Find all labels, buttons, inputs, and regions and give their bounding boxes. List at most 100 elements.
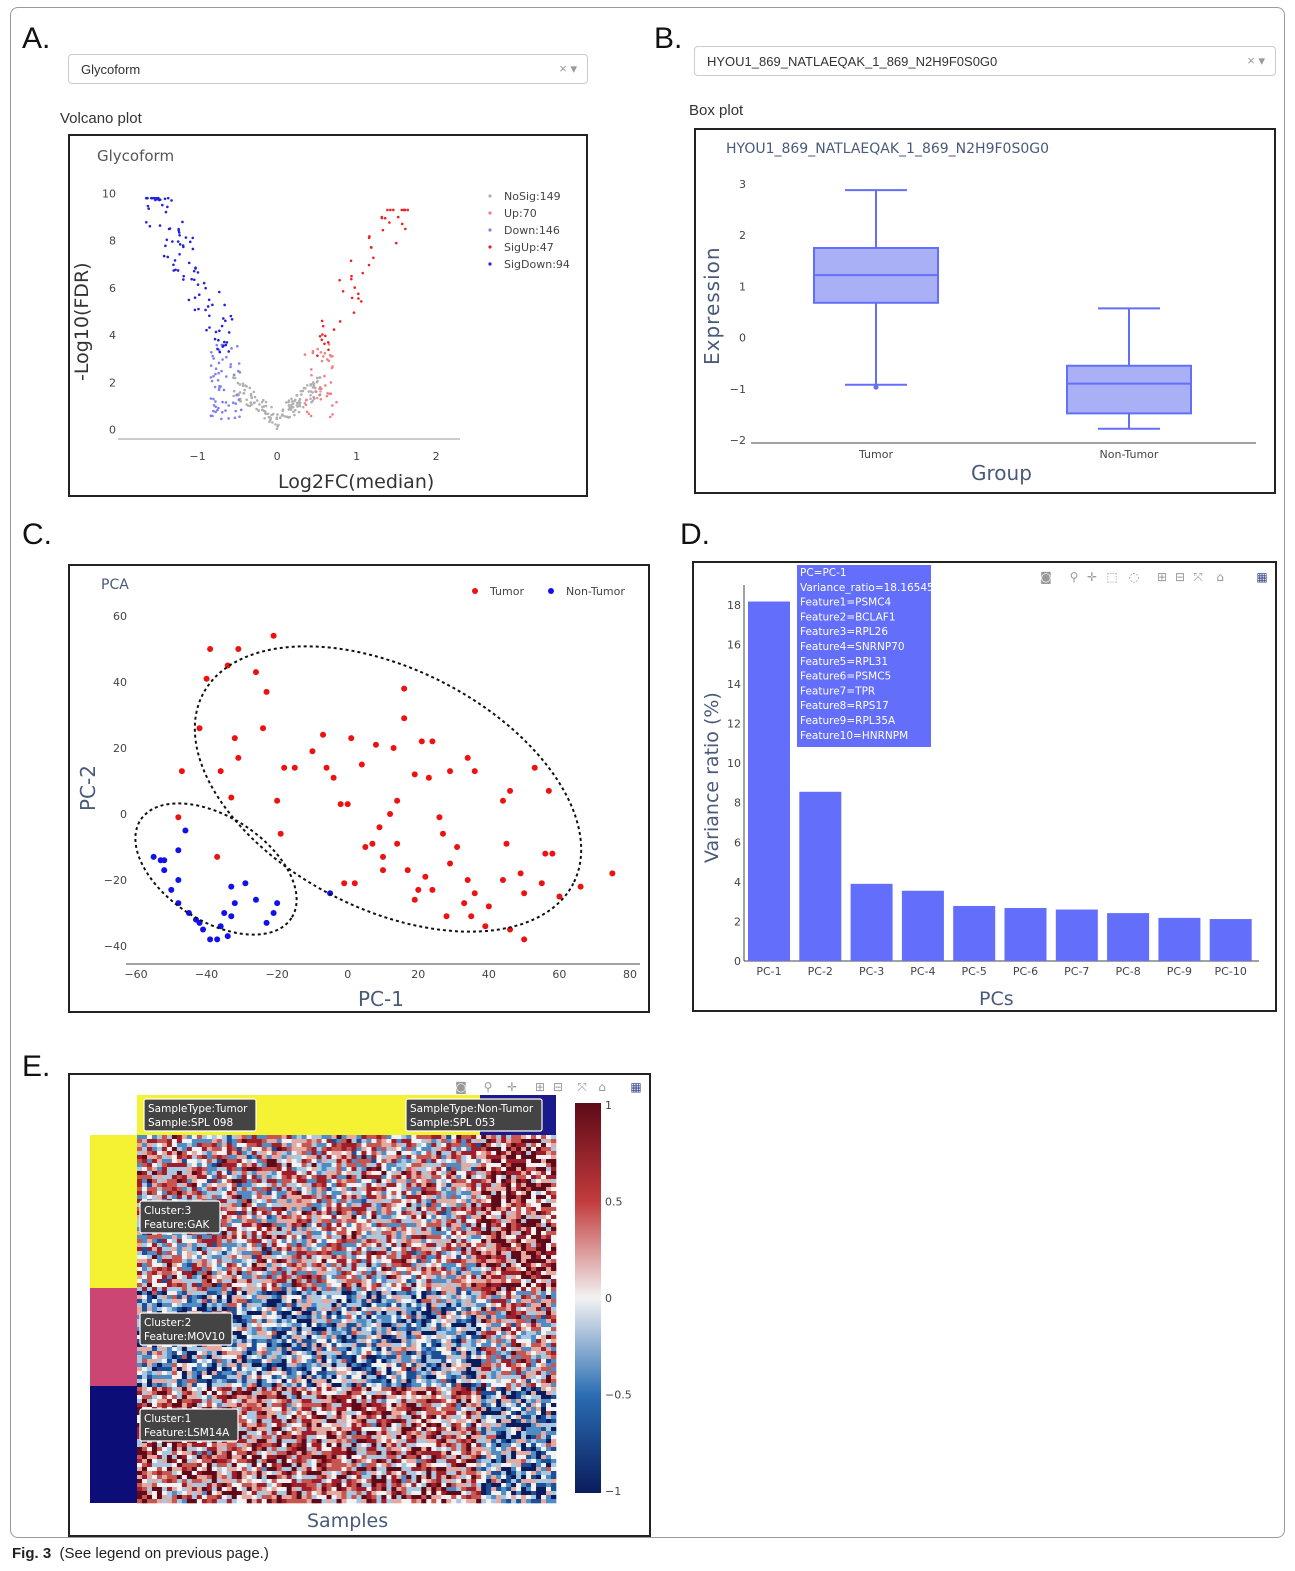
- tumor-point[interactable]: [348, 735, 355, 742]
- tumor-point[interactable]: [228, 794, 235, 801]
- tumor-point[interactable]: [425, 774, 432, 781]
- tumor-point[interactable]: [503, 840, 510, 847]
- tumor-point[interactable]: [415, 886, 422, 893]
- tumor-point[interactable]: [447, 768, 454, 775]
- lasso-icon[interactable]: ◌: [1129, 570, 1139, 584]
- heatmap-toolbar[interactable]: ◙ ⚲ ✛ ⊞ ⊟ ⤧ ⌂ ▦: [455, 1080, 642, 1094]
- tumor-point[interactable]: [260, 725, 267, 732]
- tumor-point[interactable]: [411, 771, 418, 778]
- nontumor-point[interactable]: [161, 867, 168, 874]
- tumor-point[interactable]: [404, 867, 411, 874]
- nontumor-point[interactable]: [270, 910, 277, 916]
- camera-icon[interactable]: ◙: [455, 1080, 467, 1094]
- variance-bar[interactable]: [1209, 919, 1252, 961]
- tumor-point[interactable]: [175, 814, 182, 821]
- tumor-point[interactable]: [235, 754, 242, 761]
- autoscale-icon[interactable]: ⤧: [1193, 570, 1203, 584]
- tumor-point[interactable]: [263, 688, 270, 695]
- tumor-point[interactable]: [380, 853, 386, 860]
- tumor-point[interactable]: [471, 768, 478, 775]
- variance-bar[interactable]: [799, 791, 842, 961]
- tumor-point[interactable]: [323, 764, 330, 771]
- tumor-point[interactable]: [231, 735, 238, 742]
- tumor-point[interactable]: [207, 646, 214, 652]
- tumor-point[interactable]: [344, 801, 351, 808]
- tumor-point[interactable]: [507, 787, 514, 794]
- tumor-point[interactable]: [281, 764, 288, 771]
- tumor-point[interactable]: [401, 715, 408, 722]
- nontumor-point[interactable]: [200, 926, 207, 933]
- tumor-point[interactable]: [454, 844, 461, 850]
- nontumor-point[interactable]: [252, 896, 259, 903]
- tumor-point[interactable]: [390, 745, 397, 751]
- home-icon[interactable]: ⌂: [598, 1080, 606, 1094]
- pan-icon[interactable]: ✛: [507, 1080, 517, 1094]
- glycopeptide-select[interactable]: HYOU1_869_NATLAEQAK_1_869_N2H9F0S0G0 × ▾: [694, 46, 1276, 76]
- tumor-point[interactable]: [277, 830, 284, 837]
- plotly-logo-icon[interactable]: ▦: [1256, 570, 1267, 584]
- tumor-point[interactable]: [609, 870, 616, 877]
- tumor-point[interactable]: [485, 903, 492, 910]
- tumor-point[interactable]: [461, 900, 468, 907]
- tumor-point[interactable]: [521, 936, 528, 943]
- tumor-point[interactable]: [411, 896, 418, 903]
- plot-toolbar[interactable]: ◙ ⚲ ✛ ⬚ ◌ ⊞ ⊟ ⤧ ⌂ ▦: [1040, 570, 1268, 584]
- tumor-point[interactable]: [372, 741, 379, 748]
- tumor-point[interactable]: [341, 880, 348, 887]
- variance-bar[interactable]: [901, 890, 944, 961]
- nontumor-point[interactable]: [175, 877, 182, 883]
- nontumor-point[interactable]: [228, 913, 235, 920]
- tumor-point[interactable]: [380, 867, 386, 874]
- tumor-point[interactable]: [545, 787, 552, 794]
- tumor-point[interactable]: [464, 754, 471, 761]
- box-outlier[interactable]: [873, 384, 879, 390]
- tumor-point[interactable]: [436, 814, 443, 821]
- tumor-point[interactable]: [394, 840, 401, 847]
- tumor-point[interactable]: [235, 646, 242, 652]
- nontumor-point[interactable]: [221, 910, 228, 916]
- tumor-point[interactable]: [418, 738, 425, 745]
- tumor-point[interactable]: [499, 797, 506, 804]
- tumor-point[interactable]: [309, 748, 316, 755]
- tumor-point[interactable]: [443, 913, 450, 920]
- tumor-point[interactable]: [531, 764, 538, 771]
- tumor-point[interactable]: [217, 768, 224, 775]
- tumor-point[interactable]: [337, 801, 344, 808]
- variance-bar[interactable]: [1055, 909, 1098, 961]
- box-select-icon[interactable]: ⬚: [1106, 570, 1117, 584]
- tumor-point[interactable]: [369, 840, 376, 847]
- nontumor-point[interactable]: [161, 857, 168, 864]
- tumor-point[interactable]: [376, 824, 383, 831]
- tumor-point[interactable]: [471, 890, 478, 897]
- tumor-point[interactable]: [394, 797, 401, 804]
- tumor-point[interactable]: [556, 893, 563, 900]
- zoom-out-icon[interactable]: ⊟: [1175, 570, 1185, 584]
- tumor-point[interactable]: [464, 877, 471, 883]
- tumor-point[interactable]: [291, 764, 298, 771]
- variance-bar[interactable]: [850, 883, 893, 961]
- variance-bar[interactable]: [748, 601, 790, 961]
- tumor-point[interactable]: [320, 731, 327, 738]
- tumor-point[interactable]: [577, 883, 584, 890]
- tumor-point[interactable]: [330, 774, 337, 781]
- tumor-point[interactable]: [203, 675, 210, 682]
- zoom-in-icon[interactable]: ⊞: [1157, 570, 1167, 584]
- tumor-point[interactable]: [499, 877, 506, 883]
- nontumor-point[interactable]: [207, 936, 214, 943]
- tumor-point[interactable]: [422, 873, 429, 880]
- plotly-logo-icon[interactable]: ▦: [630, 1080, 641, 1094]
- tumor-point[interactable]: [538, 880, 545, 887]
- nontumor-point[interactable]: [228, 883, 235, 890]
- nontumor-point[interactable]: [242, 880, 249, 887]
- tumor-point[interactable]: [274, 797, 281, 804]
- nontumor-point[interactable]: [150, 853, 157, 860]
- variance-bar[interactable]: [1107, 913, 1150, 961]
- tumor-point[interactable]: [362, 844, 369, 850]
- tumor-point[interactable]: [351, 880, 358, 887]
- home-icon[interactable]: ⌂: [1216, 570, 1224, 584]
- tumor-point[interactable]: [387, 811, 394, 817]
- variance-bar[interactable]: [1158, 917, 1201, 961]
- tumor-point[interactable]: [401, 685, 408, 692]
- tumor-point[interactable]: [252, 669, 259, 676]
- pan-icon[interactable]: ✛: [1087, 570, 1097, 584]
